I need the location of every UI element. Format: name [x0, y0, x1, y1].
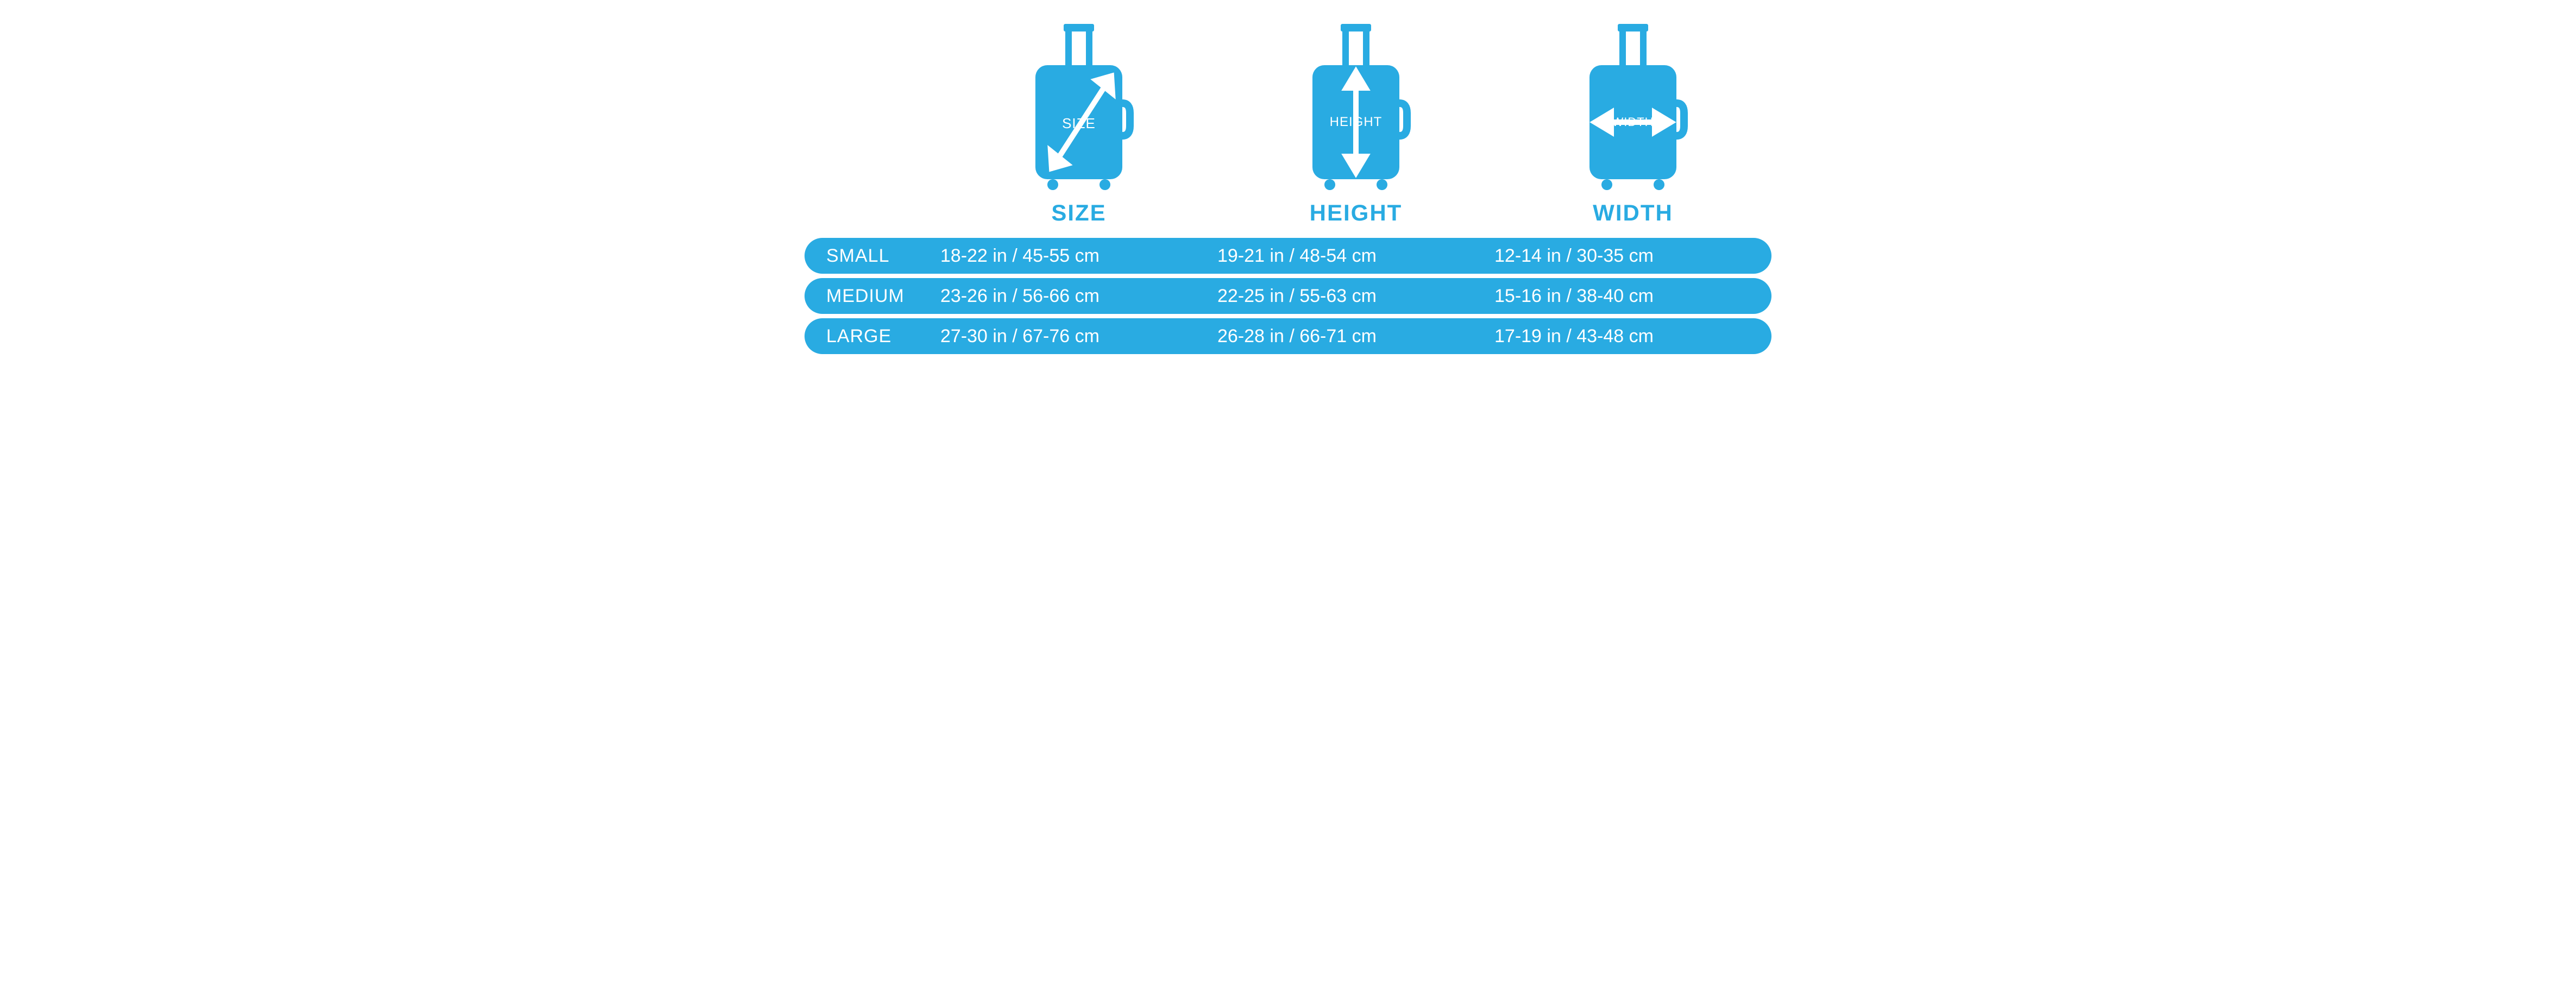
cell-size: 18-22 in / 45-55 cm: [940, 245, 1217, 267]
column-size: SIZE SIZE: [940, 22, 1217, 226]
cell-width: 12-14 in / 30-35 cm: [1494, 245, 1771, 267]
column-label-height: HEIGHT: [1310, 200, 1403, 226]
cell-height: 22-25 in / 55-63 cm: [1217, 286, 1494, 307]
table-row: LARGE 27-30 in / 67-76 cm 26-28 in / 66-…: [805, 318, 1771, 354]
table-row: SMALL 18-22 in / 45-55 cm 19-21 in / 48-…: [805, 238, 1771, 274]
luggage-size-chart: SIZE SIZE HEIGHT HEI: [805, 0, 1771, 375]
icons-header-row: SIZE SIZE HEIGHT HEI: [805, 22, 1771, 226]
cell-height: 19-21 in / 48-54 cm: [1217, 245, 1494, 267]
suitcase-width-icon: WIDTH: [1573, 22, 1693, 196]
cell-height: 26-28 in / 66-71 cm: [1217, 326, 1494, 347]
row-label: MEDIUM: [826, 286, 940, 307]
suitcase-size-icon: SIZE: [1019, 22, 1139, 196]
cell-size: 23-26 in / 56-66 cm: [940, 286, 1217, 307]
header-spacer: [805, 22, 940, 226]
column-width: WIDTH WIDTH: [1494, 22, 1771, 226]
column-label-width: WIDTH: [1593, 200, 1673, 226]
cell-size: 27-30 in / 67-76 cm: [940, 326, 1217, 347]
row-label: SMALL: [826, 245, 940, 267]
cell-width: 17-19 in / 43-48 cm: [1494, 326, 1771, 347]
row-label: LARGE: [826, 326, 940, 347]
cell-width: 15-16 in / 38-40 cm: [1494, 286, 1771, 307]
suitcase-height-icon: HEIGHT: [1296, 22, 1416, 196]
icon-inner-label-size: SIZE: [1062, 115, 1096, 131]
column-label-size: SIZE: [1051, 200, 1106, 226]
column-height: HEIGHT HEIGHT: [1217, 22, 1494, 226]
icon-inner-label-width: WIDTH: [1612, 115, 1654, 129]
sizes-table: SMALL 18-22 in / 45-55 cm 19-21 in / 48-…: [805, 238, 1771, 354]
icon-inner-label-height: HEIGHT: [1330, 115, 1383, 129]
table-row: MEDIUM 23-26 in / 56-66 cm 22-25 in / 55…: [805, 278, 1771, 314]
